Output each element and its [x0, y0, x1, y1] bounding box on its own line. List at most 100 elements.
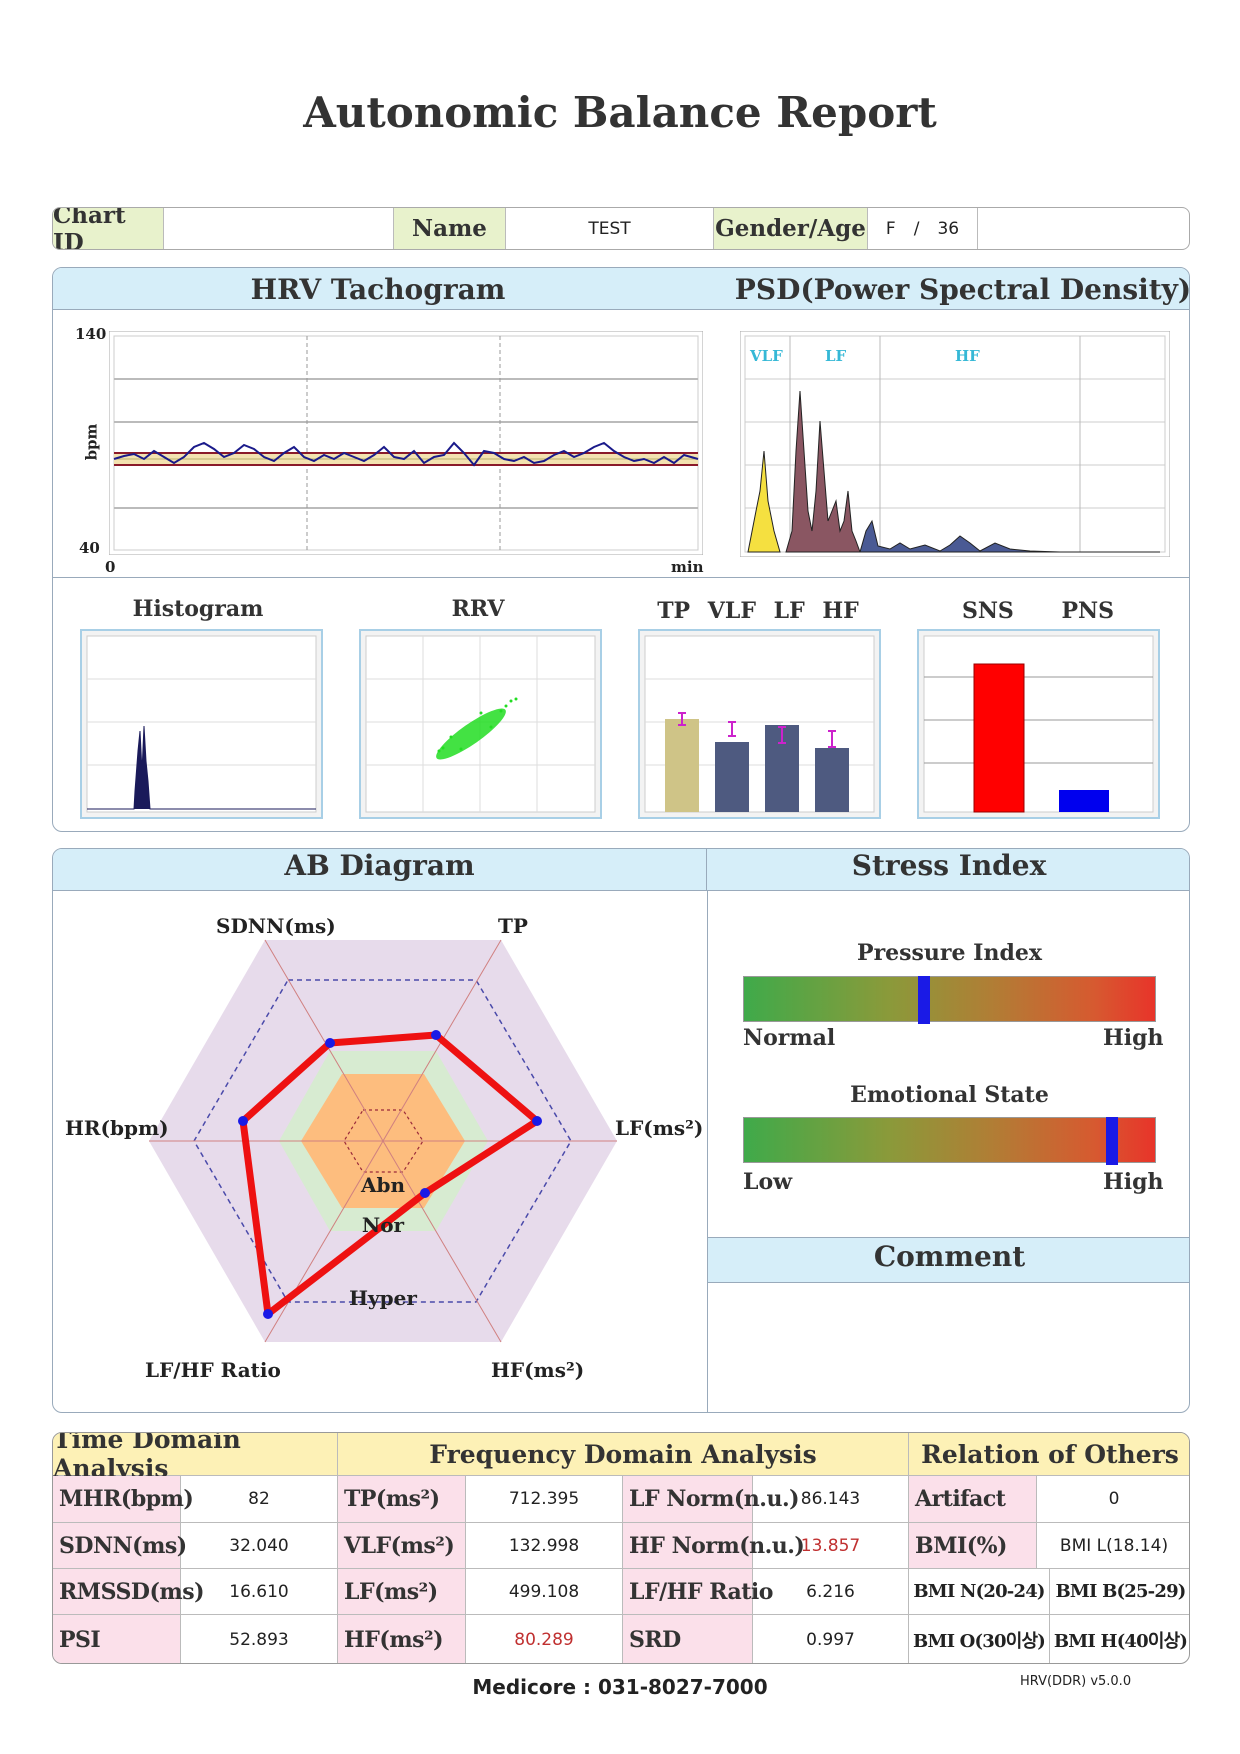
bar-vlf — [715, 742, 749, 812]
comment-header: Comment — [708, 1237, 1189, 1283]
axis-hf: HF(ms²) — [491, 1358, 584, 1382]
power-label-tp: TP — [657, 598, 691, 624]
tachogram-x-start: 0 — [105, 558, 116, 576]
power-label-vlf: VLF — [707, 598, 756, 624]
rrv-title: RRV — [451, 596, 505, 622]
ab-title: AB Diagram — [284, 849, 475, 882]
bmi-normal-range: BMI N(20-24) — [909, 1569, 1050, 1615]
time-value-mhr: 82 — [181, 1476, 338, 1523]
bmi-value: BMI L(18.14) — [1037, 1523, 1189, 1569]
patient-extra-cell — [978, 208, 1189, 249]
freq-label-lfhf-ratio: LF/HF Ratio — [623, 1569, 773, 1615]
tachogram-y-max: 140 — [75, 325, 107, 343]
gender-value: F — [885, 218, 896, 239]
psd-band-vlf: VLF — [749, 347, 783, 365]
name-label: Name — [394, 208, 506, 249]
age-value: 36 — [937, 218, 960, 239]
freq-value-hf-norm: 13.857 — [753, 1523, 909, 1569]
power-titles: TP VLF LF HF — [638, 598, 878, 624]
zone-abn: Abn — [360, 1173, 406, 1197]
hrv-psd-panel: HRV Tachogram PSD(Power Spectral Density… — [52, 267, 1190, 832]
sns-pns-chart — [917, 629, 1160, 819]
time-label-psi: PSI — [53, 1615, 181, 1663]
pressure-high-label: High — [1103, 1025, 1164, 1051]
psd-band-hf: HF — [955, 347, 980, 365]
bmi-high-range: BMI H(40이상) — [1053, 1631, 1188, 1652]
report-title: Autonomic Balance Report — [303, 88, 937, 137]
ab-radar-chart: Abn Nor Hyper SDNN(ms) TP LF(ms²) HF(ms²… — [65, 914, 703, 1382]
tachogram-title: HRV Tachogram — [250, 273, 506, 306]
comment-title: Comment — [873, 1240, 1026, 1273]
hrv-psd-header — [53, 268, 1189, 310]
psd-band-lf: LF — [825, 347, 847, 365]
freq-label-hf: HF(ms²) — [338, 1615, 466, 1663]
frequency-domain-header: Frequency Domain Analysis — [338, 1433, 909, 1476]
tachogram-y-label: bpm — [82, 423, 101, 461]
ab-header: AB Diagram — [53, 849, 707, 891]
bar-pns — [1059, 790, 1109, 812]
freq-value-vlf: 132.998 — [466, 1523, 623, 1569]
gender-age-separator: / — [913, 218, 920, 239]
freq-label-lf: LF(ms²) — [338, 1569, 466, 1615]
artifact-value: 0 — [1037, 1476, 1189, 1523]
pressure-index-label: Pressure Index — [857, 940, 1042, 966]
bmi-b-range: BMI B(25-29) — [1050, 1569, 1189, 1615]
rrv-chart — [359, 629, 602, 819]
axis-lfhf-ratio: LF/HF Ratio — [145, 1358, 281, 1382]
freq-value-lfhf-ratio: 6.216 — [753, 1569, 909, 1615]
bar-tp — [665, 719, 699, 812]
footer-contact: Medicore : 031-8027-7000 — [472, 1675, 768, 1699]
balance-titles: SNS PNS — [918, 598, 1158, 624]
stress-title: Stress Index — [851, 849, 1047, 882]
power-bar-chart — [638, 629, 881, 819]
balance-label-sns: SNS — [961, 598, 1014, 624]
psd-title: PSD(Power Spectral Density) — [734, 273, 1190, 306]
freq-label-vlf: VLF(ms²) — [338, 1523, 466, 1569]
power-label-lf: LF — [773, 598, 805, 624]
time-domain-header: Time Domain Analysis — [53, 1433, 338, 1483]
histogram-title: Histogram — [132, 596, 264, 622]
axis-hr: HR(bpm) — [65, 1116, 169, 1140]
gender-age-value: F / 36 — [868, 208, 978, 249]
version-label: HRV(DDR) v5.0.0 — [1020, 1674, 1132, 1689]
freq-value-lf-norm: 86.143 — [753, 1476, 909, 1523]
psd-chart: VLF LF HF — [740, 331, 1170, 557]
bar-sns — [973, 663, 1025, 813]
axis-lf: LF(ms²) — [615, 1116, 703, 1140]
freq-value-tp: 712.395 — [466, 1476, 623, 1523]
pressure-low-label: Normal — [743, 1025, 836, 1051]
pressure-index-bar — [743, 976, 1156, 1024]
freq-label-lf-norm: LF Norm(n.u.) — [623, 1476, 800, 1523]
zone-nor: Nor — [362, 1213, 405, 1237]
ab-stress-divider — [707, 891, 708, 1412]
emotional-state-bar — [743, 1117, 1156, 1165]
chart-id-value — [164, 208, 394, 249]
freq-label-hf-norm: HF Norm(n.u.) — [623, 1523, 805, 1569]
histogram-chart — [80, 629, 323, 819]
relation-header: Relation of Others — [909, 1433, 1189, 1476]
emotional-low-label: Low — [743, 1169, 793, 1195]
freq-value-srd: 0.997 — [753, 1615, 909, 1663]
chart-id-label: Chart ID — [53, 208, 164, 249]
bmi-obese-range: BMI O(30이상) — [909, 1615, 1050, 1663]
emotional-high-label: High — [1103, 1169, 1164, 1195]
freq-label-tp: TP(ms²) — [338, 1476, 466, 1523]
time-label-mhr: MHR(bpm) — [53, 1476, 194, 1523]
time-label-sdnn: SDNN(ms) — [53, 1523, 187, 1569]
time-value-sdnn: 32.040 — [181, 1523, 338, 1569]
time-label-rmssd: RMSSD(ms) — [53, 1569, 205, 1615]
gender-age-label: Gender/Age — [714, 208, 868, 249]
bmi-label: BMI(%) — [909, 1523, 1037, 1569]
time-value-psi: 52.893 — [181, 1615, 338, 1663]
time-value-rmssd: 16.610 — [181, 1569, 338, 1615]
freq-label-srd: SRD — [623, 1615, 753, 1663]
zone-hyper: Hyper — [349, 1286, 417, 1310]
freq-value-lf: 499.108 — [466, 1569, 623, 1615]
artifact-label: Artifact — [909, 1476, 1037, 1523]
analysis-tables: Time Domain Analysis Frequency Domain An… — [52, 1432, 1190, 1664]
emotional-state-marker — [1105, 1117, 1118, 1165]
freq-value-hf: 80.289 — [466, 1615, 623, 1663]
power-label-hf: HF — [822, 598, 859, 624]
emotional-state-label: Emotional State — [850, 1082, 1049, 1108]
tachogram-y-min: 40 — [79, 539, 100, 557]
